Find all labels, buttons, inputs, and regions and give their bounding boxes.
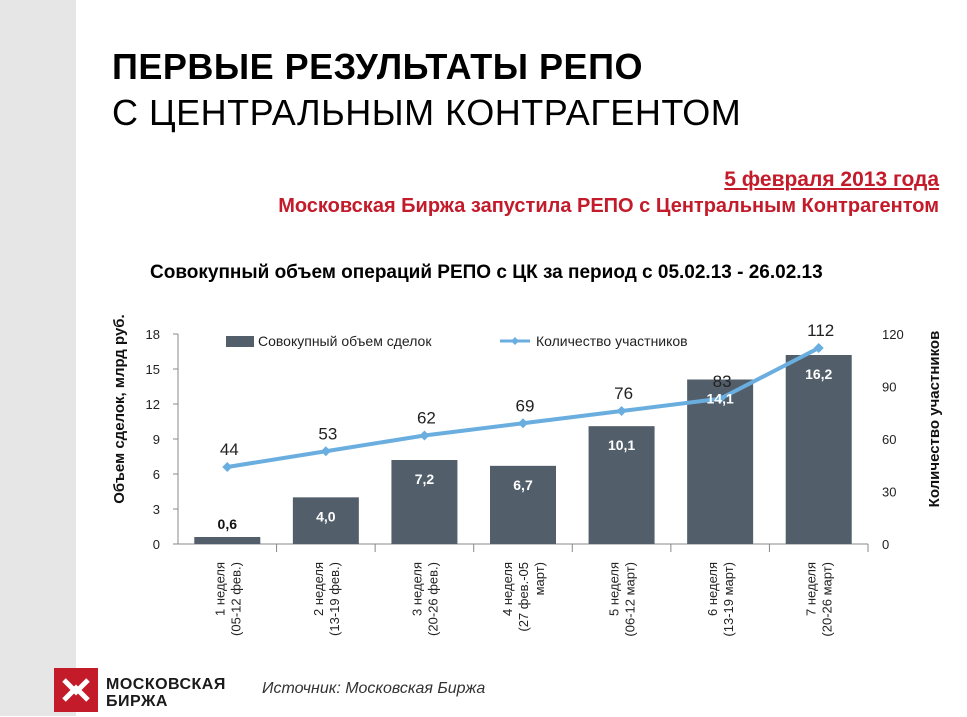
x-tick-label: 5 неделя — [607, 562, 622, 616]
x-tick-label-group: 1 неделя (05-12 фев.) — [212, 562, 243, 636]
participants-point — [419, 430, 430, 441]
x-tick-label: 1 неделя — [212, 562, 227, 616]
x-tick-label-group: 3 неделя (20-26 фев.) — [409, 562, 440, 636]
y2-tick-label: 0 — [882, 537, 889, 552]
x-tick-label-group: 5 неделя (06-12 март) — [607, 562, 638, 637]
x-tick-label: (05-12 фев.) — [228, 562, 243, 636]
y-tick-label: 9 — [153, 432, 160, 447]
page-title-line2: С ЦЕНТРАЛЬНЫМ КОНТРАГЕНТОМ — [112, 92, 742, 133]
bar-week-6 — [687, 379, 754, 544]
y-tick-label: 3 — [153, 502, 160, 517]
legend-bar-label: Совокупный объем сделок — [258, 333, 432, 349]
participants-value-label: 83 — [713, 372, 732, 391]
y-tick-label: 12 — [146, 397, 160, 412]
bar-week-2 — [292, 497, 359, 544]
participants-point — [616, 406, 627, 416]
x-tick-label: (20-26 фев.) — [425, 562, 440, 636]
participants-point — [320, 446, 331, 457]
y2-axis-title: Количество участников — [926, 331, 943, 508]
bar-value-label: 4,0 — [316, 508, 336, 524]
bar-value-label: 10,1 — [608, 437, 635, 453]
y2-tick-label: 30 — [882, 485, 896, 500]
participants-value-label: 76 — [614, 384, 633, 403]
y2-tick-label: 90 — [882, 380, 896, 395]
x-tick-label-group: 2 неделя (13-19 фев.) — [311, 562, 342, 636]
x-tick-label: 3 неделя — [409, 562, 424, 616]
x-tick-label-group: 4 неделя (27 фев.-05 март) — [500, 562, 547, 632]
x-tick-label: март) — [532, 562, 547, 595]
logo-line1: МОСКОВСКАЯ — [106, 676, 226, 693]
y-tick-label: 0 — [153, 537, 160, 552]
logo-line2: БИРЖА — [106, 693, 168, 710]
participants-value-label: 69 — [516, 396, 535, 415]
x-tick-label: 4 неделя — [500, 562, 515, 616]
moex-logo-text: МОСКОВСКАЯ БИРЖА — [106, 676, 226, 710]
participants-value-label: 112 — [807, 321, 834, 340]
x-tick-label: (06-12 март) — [623, 562, 638, 637]
x-tick-label: 7 неделя — [804, 562, 819, 616]
launch-subtitle: Московская Биржа запустила РЕПО с Центра… — [278, 195, 939, 217]
legend-bar-swatch — [226, 336, 254, 347]
x-tick-label: (27 фев.-05 — [516, 562, 531, 632]
participants-point — [813, 343, 824, 353]
participants-value-label: 62 — [417, 409, 436, 428]
y-axis-title: Объем сделок, млрд руб. — [111, 314, 128, 503]
participants-point — [715, 393, 726, 404]
y2-tick-label: 60 — [882, 432, 896, 447]
x-tick-label: (13-19 фев.) — [327, 562, 342, 636]
y2-tick-label: 120 — [882, 327, 904, 342]
bar-week-5 — [588, 426, 655, 544]
page-title-line1: ПЕРВЫЕ РЕЗУЛЬТАТЫ РЕПО — [112, 46, 643, 87]
x-tick-label: (20-26 март) — [820, 562, 835, 637]
legend-line-marker — [511, 337, 519, 345]
x-tick-label: 2 неделя — [311, 562, 326, 616]
x-tick-label: (13-19 март) — [721, 562, 736, 637]
bar-value-label: 0,6 — [218, 516, 238, 532]
x-tick-label: 6 неделя — [705, 562, 720, 616]
y-tick-label: 6 — [153, 467, 160, 482]
x-tick-label-group: 6 неделя (13-19 март) — [705, 562, 736, 637]
left-decor-strip — [0, 0, 76, 716]
bar-week-7 — [785, 355, 852, 544]
participants-point — [222, 462, 233, 472]
legend-line-label: Количество участников — [536, 333, 688, 349]
bar-value-label: 14,1 — [707, 391, 734, 407]
participants-value-label: 44 — [220, 440, 239, 459]
bar-value-label: 7,2 — [415, 471, 435, 487]
y-tick-label: 18 — [146, 327, 160, 342]
bar-week-1 — [194, 537, 261, 544]
bar-value-label: 6,7 — [513, 477, 533, 493]
participants-point — [518, 418, 528, 429]
bar-week-4 — [490, 465, 556, 544]
source-note: Источник: Московская Биржа — [262, 680, 486, 697]
bar-value-label: 16,2 — [805, 366, 832, 382]
y-tick-label: 15 — [146, 362, 160, 377]
participants-value-label: 53 — [318, 424, 337, 443]
x-tick-label-group: 7 неделя (20-26 март) — [804, 562, 835, 637]
bar-week-3 — [391, 460, 458, 544]
launch-date: 5 февраля 2013 года — [724, 168, 939, 191]
chart-title: Совокупный объем операций РЕПО с ЦК за п… — [150, 262, 823, 283]
moex-logo-icon — [54, 668, 98, 712]
